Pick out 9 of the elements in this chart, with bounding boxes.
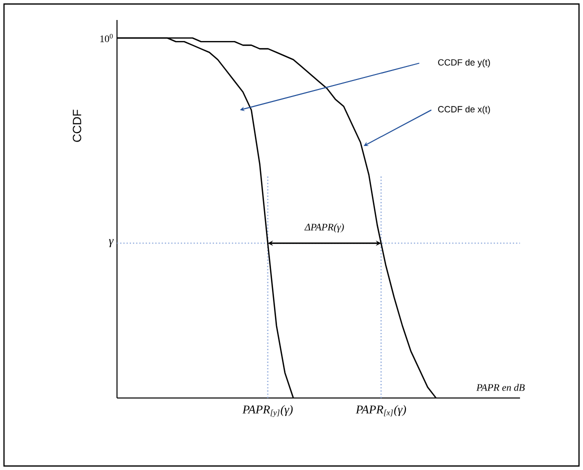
- annotation: ΔPAPR(γ): [304, 223, 344, 232]
- text: 10$^{0}$: [100, 34, 113, 42]
- text: CCDF de x(t): [438, 106, 490, 114]
- y-axis-title: CCDF: [72, 110, 82, 142]
- x-axis-title: PAPR en dB: [476, 384, 525, 391]
- text: PAPR$_{[y]}$(γ): [242, 405, 293, 417]
- text: CCDF de y(t): [438, 59, 490, 68]
- text: PAPR$_{[x]}$(γ): [356, 405, 406, 416]
- ref-line-label: γ: [108, 239, 114, 248]
